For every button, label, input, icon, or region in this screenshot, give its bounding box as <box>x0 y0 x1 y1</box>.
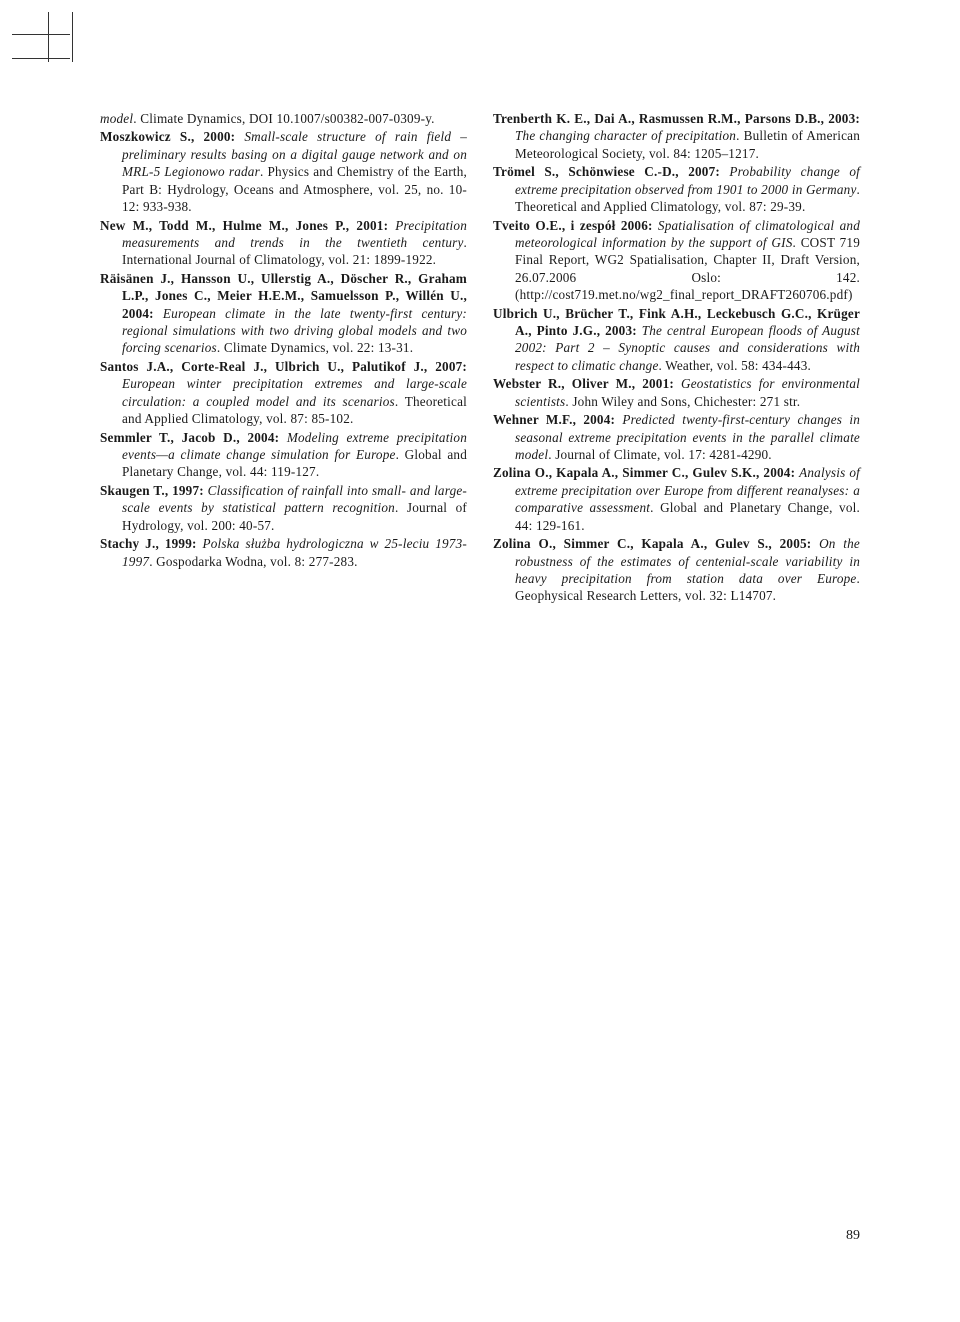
reference-entry: Webster R., Oliver M., 2001: Geostatisti… <box>493 375 860 410</box>
reference-entry: Skaugen T., 1997: Classification of rain… <box>100 482 467 534</box>
reference-entry: Räisänen J., Hansson U., Ullerstig A., D… <box>100 270 467 357</box>
reference-entry: New M., Todd M., Hulme M., Jones P., 200… <box>100 217 467 269</box>
page-number: 89 <box>846 1228 860 1244</box>
reference-entry: Santos J.A., Corte-Real J., Ulbrich U., … <box>100 358 467 428</box>
reference-entry: Zolina O., Kapala A., Simmer C., Gulev S… <box>493 464 860 534</box>
reference-entry: model. Climate Dynamics, DOI 10.1007/s00… <box>100 110 467 127</box>
left-column: model. Climate Dynamics, DOI 10.1007/s00… <box>100 110 467 606</box>
reference-entry: Semmler T., Jacob D., 2004: Modeling ext… <box>100 429 467 481</box>
reference-entry: Stachy J., 1999: Polska służba hydrologi… <box>100 535 467 570</box>
reference-entry: Trenberth K. E., Dai A., Rasmussen R.M.,… <box>493 110 860 162</box>
reference-entry: Trömel S., Schönwiese C.-D., 2007: Proba… <box>493 163 860 215</box>
reference-entry: Tveito O.E., i zespół 2006: Spatialisati… <box>493 217 860 304</box>
page-content: model. Climate Dynamics, DOI 10.1007/s00… <box>100 110 860 606</box>
reference-entry: Ulbrich U., Brücher T., Fink A.H., Lecke… <box>493 305 860 375</box>
right-column: Trenberth K. E., Dai A., Rasmussen R.M.,… <box>493 110 860 606</box>
reference-entry: Wehner M.F., 2004: Predicted twenty-firs… <box>493 411 860 463</box>
reference-entry: Zolina O., Simmer C., Kapala A., Gulev S… <box>493 535 860 605</box>
reference-entry: Moszkowicz S., 2000: Small-scale structu… <box>100 128 467 215</box>
